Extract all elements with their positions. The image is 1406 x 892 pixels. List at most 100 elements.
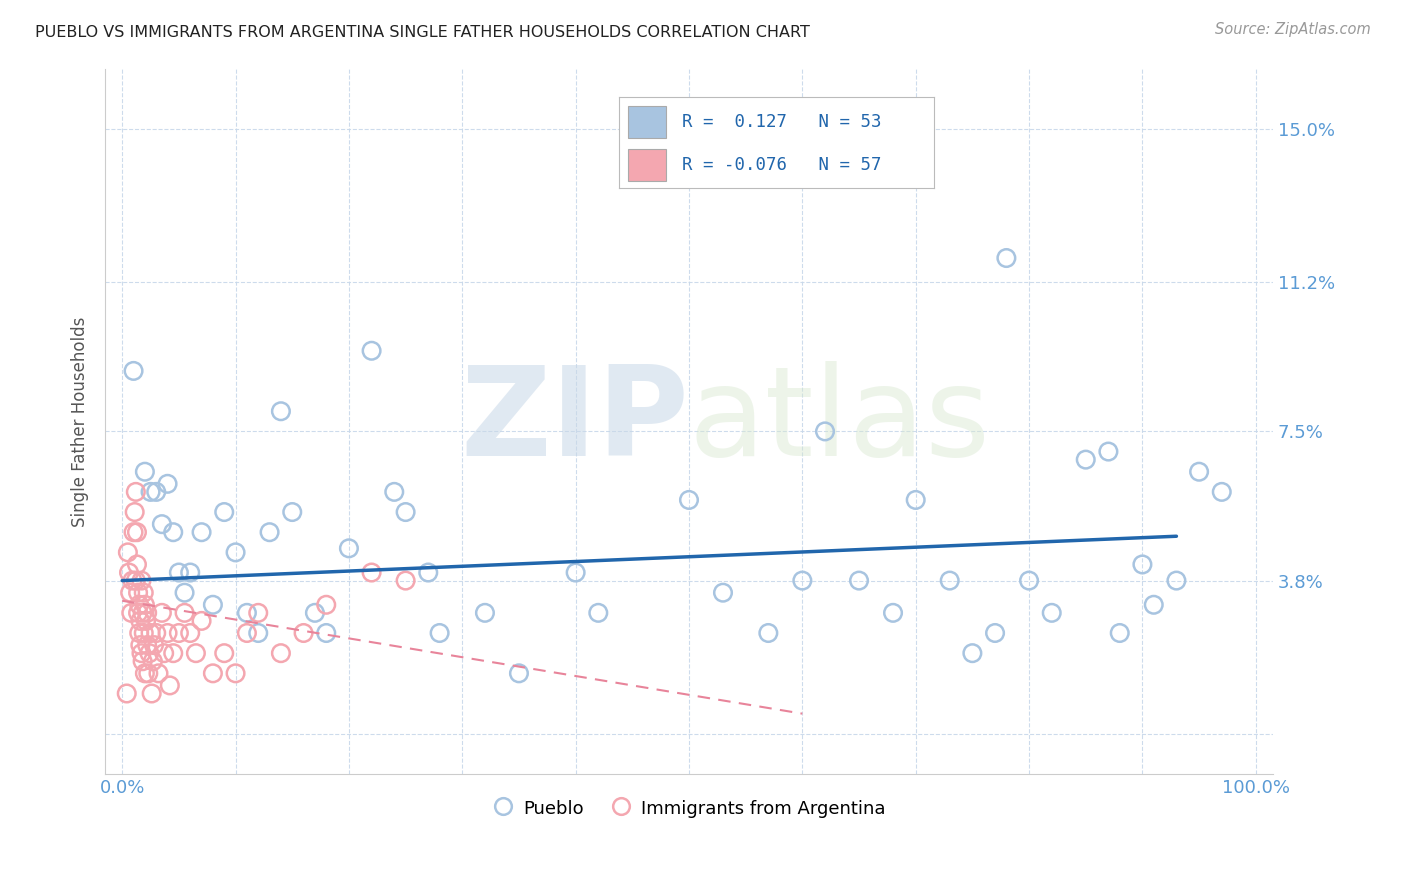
Point — [124, 505, 146, 519]
Point — [162, 646, 184, 660]
Point — [212, 646, 235, 660]
Point — [678, 492, 700, 507]
Point — [148, 666, 170, 681]
Point — [129, 614, 152, 628]
Point — [382, 484, 405, 499]
Point — [270, 404, 292, 418]
Point — [179, 626, 201, 640]
Point — [225, 666, 247, 681]
Point — [156, 476, 179, 491]
Point — [145, 484, 167, 499]
Point — [225, 545, 247, 559]
Point — [429, 626, 451, 640]
Point — [190, 614, 212, 628]
Point — [128, 598, 150, 612]
Point — [360, 343, 382, 358]
Point — [141, 686, 163, 700]
Point — [508, 666, 530, 681]
Point — [315, 598, 337, 612]
Point — [131, 646, 153, 660]
Point — [201, 666, 224, 681]
Point — [315, 626, 337, 640]
Point — [139, 626, 162, 640]
Point — [120, 606, 142, 620]
Point — [129, 638, 152, 652]
Point — [167, 566, 190, 580]
Point — [1188, 465, 1211, 479]
Point — [394, 574, 416, 588]
Point — [236, 626, 259, 640]
Point — [142, 638, 165, 652]
Point — [139, 484, 162, 499]
Point — [131, 654, 153, 668]
Point — [118, 566, 141, 580]
Point — [270, 646, 292, 660]
Point — [394, 505, 416, 519]
Point — [1018, 574, 1040, 588]
Point — [1074, 452, 1097, 467]
Point — [1040, 606, 1063, 620]
Point — [882, 606, 904, 620]
Point — [564, 566, 586, 580]
Point — [236, 606, 259, 620]
Point — [179, 566, 201, 580]
Point — [1097, 444, 1119, 458]
Point — [136, 666, 159, 681]
Point — [1211, 484, 1233, 499]
Point — [1166, 574, 1188, 588]
Point — [142, 654, 165, 668]
Point — [167, 626, 190, 640]
Point — [134, 598, 156, 612]
Point — [184, 646, 207, 660]
Point — [292, 626, 315, 640]
Point — [125, 484, 148, 499]
Point — [132, 626, 155, 640]
Text: PUEBLO VS IMMIGRANTS FROM ARGENTINA SINGLE FATHER HOUSEHOLDS CORRELATION CHART: PUEBLO VS IMMIGRANTS FROM ARGENTINA SING… — [35, 25, 810, 40]
Y-axis label: Single Father Households: Single Father Households — [72, 316, 89, 526]
Point — [337, 541, 360, 556]
Point — [173, 585, 195, 599]
Point — [145, 626, 167, 640]
Point — [360, 566, 382, 580]
Text: atlas: atlas — [689, 361, 991, 482]
Point — [474, 606, 496, 620]
Point — [247, 606, 270, 620]
Point — [984, 626, 1007, 640]
Point — [134, 465, 156, 479]
Point — [711, 585, 734, 599]
Point — [131, 606, 153, 620]
Point — [201, 598, 224, 612]
Point — [848, 574, 870, 588]
Point — [115, 686, 138, 700]
Point — [995, 251, 1018, 265]
Point — [150, 517, 173, 532]
Point — [117, 545, 139, 559]
Point — [304, 606, 326, 620]
Point — [1108, 626, 1130, 640]
Point — [131, 574, 153, 588]
Point — [904, 492, 927, 507]
Point — [135, 614, 157, 628]
Point — [756, 626, 779, 640]
Point — [125, 525, 148, 540]
Point — [125, 574, 148, 588]
Point — [132, 585, 155, 599]
Point — [173, 606, 195, 620]
Point — [418, 566, 440, 580]
Text: Source: ZipAtlas.com: Source: ZipAtlas.com — [1215, 22, 1371, 37]
Legend: Pueblo, Immigrants from Argentina: Pueblo, Immigrants from Argentina — [485, 791, 893, 825]
Point — [212, 505, 235, 519]
Point — [122, 525, 145, 540]
Point — [121, 574, 143, 588]
Point — [159, 678, 181, 692]
Point — [156, 626, 179, 640]
Point — [128, 626, 150, 640]
Point — [588, 606, 610, 620]
Point — [153, 646, 176, 660]
Point — [162, 525, 184, 540]
Point — [792, 574, 814, 588]
Point — [138, 646, 160, 660]
Point — [120, 585, 142, 599]
Point — [814, 425, 837, 439]
Point — [136, 606, 159, 620]
